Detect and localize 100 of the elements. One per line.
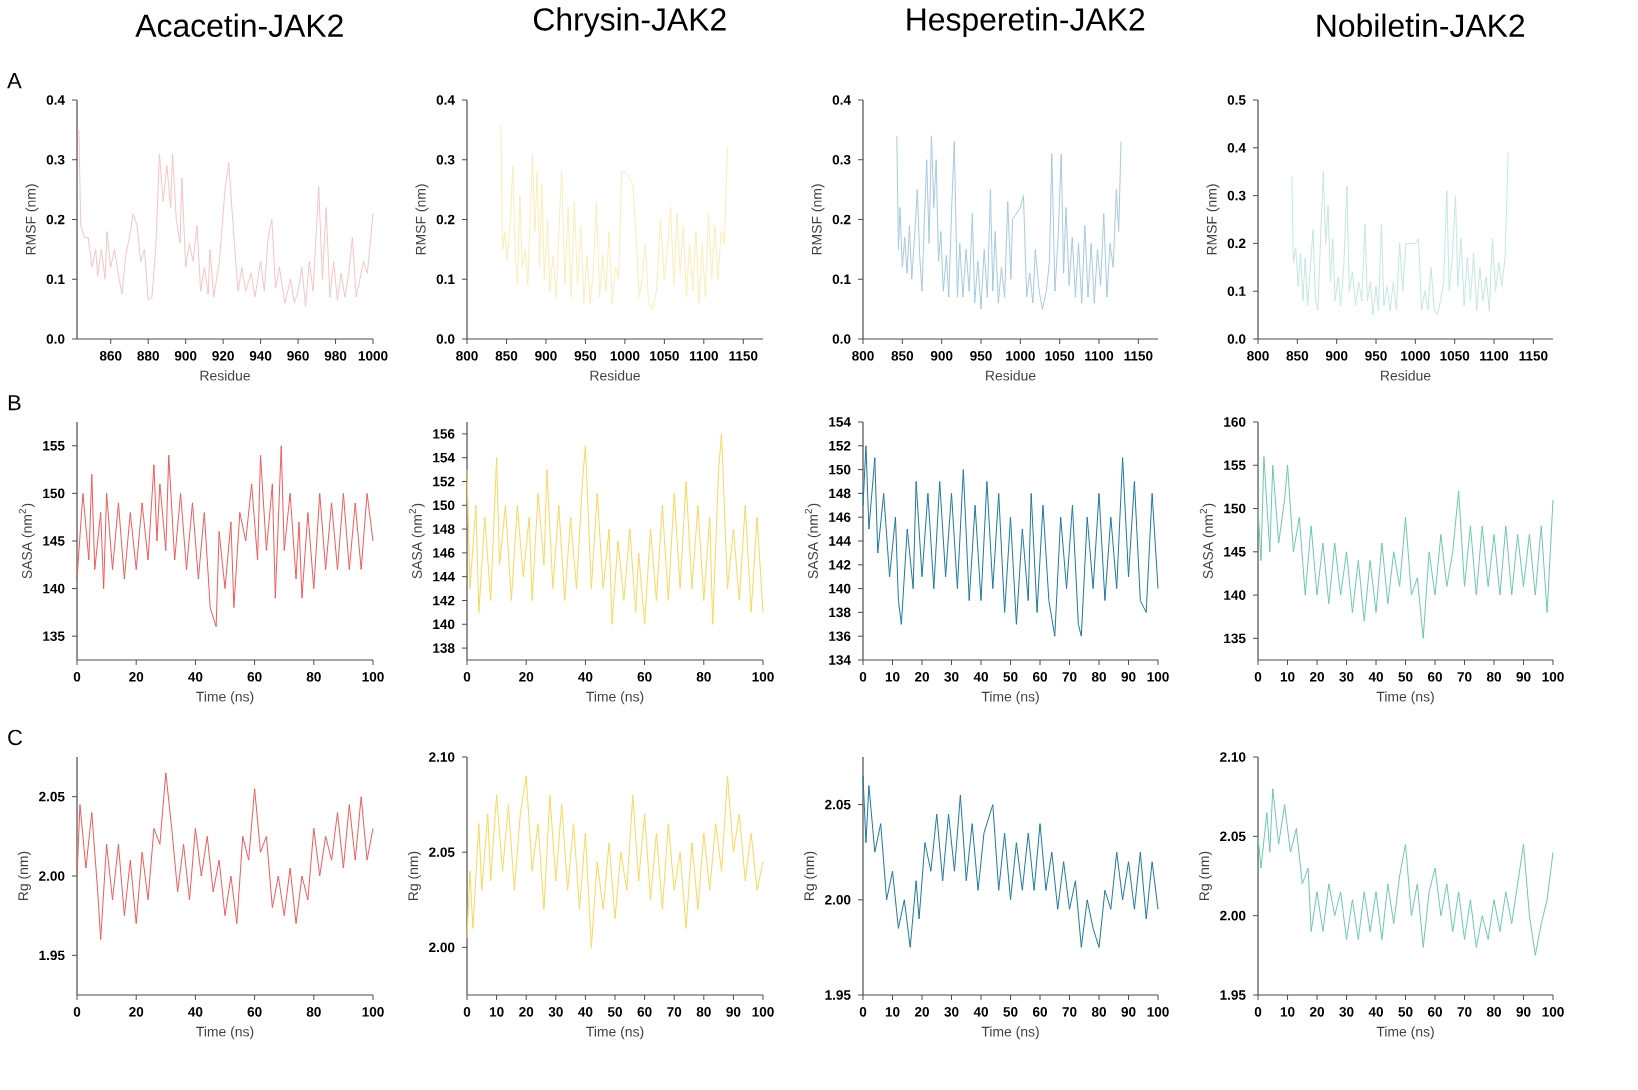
y-tick-label: 2.05 (1220, 831, 1246, 842)
x-axis-title: Time (ns) (586, 691, 644, 705)
x-tick-label: 80 (306, 1007, 321, 1017)
y-tick-label: 2.10 (1220, 752, 1246, 762)
x-tick-label: 60 (247, 672, 262, 682)
y-axis-title: Rg (nm) (1198, 851, 1212, 901)
x-tick-label: 90 (1516, 672, 1531, 682)
x-tick-label: 20 (519, 1007, 534, 1017)
y-tick-label: 146 (433, 548, 455, 558)
y-tick-label: 0.4 (1227, 143, 1246, 153)
x-tick-label: 1100 (1085, 351, 1114, 361)
y-tick-label: 155 (1224, 460, 1246, 470)
y-tick-label: 142 (433, 595, 455, 606)
line-series (1291, 152, 1509, 316)
x-tick-label: 60 (1032, 1007, 1048, 1017)
x-tick-label: 20 (1309, 672, 1325, 682)
x-tick-label: 960 (287, 351, 309, 361)
y-tick-label: 0.4 (46, 95, 65, 105)
x-tick-label: 0 (463, 672, 471, 682)
chart-title: Acacetin-JAK2 (135, 13, 343, 37)
y-tick-label: 0.1 (436, 274, 455, 285)
line-series (862, 775, 1159, 948)
y-tick-label: 145 (43, 536, 65, 546)
x-axis-title: Residue (986, 370, 1036, 381)
y-tick-label: 150 (43, 488, 65, 499)
x-tick-label: 50 (607, 1007, 622, 1017)
y-tick-label: 154 (433, 452, 455, 463)
x-tick-label: 950 (970, 351, 992, 361)
x-tick-label: 40 (578, 1007, 593, 1017)
x-tick-label: 900 (1325, 351, 1348, 361)
x-tick-label: 30 (1339, 1007, 1354, 1017)
x-tick-label: 40 (1368, 672, 1384, 682)
y-axis-title: SASA (nm$^{2}$) (804, 503, 821, 579)
x-tick-label: 100 (1147, 1007, 1169, 1017)
x-tick-label: 40 (973, 672, 989, 682)
x-tick-label: 1150 (1124, 351, 1153, 361)
y-tick-label: 2.00 (429, 942, 455, 953)
x-tick-label: 1000 (358, 351, 388, 361)
x-axis-title: Time (ns) (1376, 691, 1434, 705)
y-axis-title: SASA (nm$^{2}$) (1199, 503, 1216, 579)
x-tick-label: 30 (944, 1007, 959, 1017)
x-tick-label: 950 (1365, 351, 1387, 361)
y-tick-label: 0.0 (832, 334, 851, 344)
x-tick-label: 0 (859, 1007, 867, 1017)
x-tick-label: 1050 (1440, 351, 1470, 361)
x-tick-label: 10 (885, 672, 900, 682)
y-axis-title: RMSF (nm) (1206, 184, 1220, 255)
y-tick-label: 135 (43, 631, 65, 642)
x-tick-label: 70 (1457, 1007, 1472, 1017)
x-tick-label: 50 (1003, 672, 1018, 682)
y-tick-label: 2.05 (429, 847, 455, 857)
x-tick-label: 0 (1254, 1007, 1262, 1017)
x-tick-label: 1050 (650, 351, 679, 361)
chart-title: Chrysin-JAK2 (533, 7, 726, 38)
x-tick-label: 10 (1280, 672, 1295, 682)
x-tick-label: 850 (891, 351, 914, 361)
line-series (466, 775, 764, 948)
x-tick-label: 0 (859, 672, 867, 682)
x-tick-label: 90 (1121, 672, 1136, 682)
x-axis-title: Time (ns) (1376, 1026, 1434, 1040)
x-tick-label: 40 (578, 672, 593, 682)
y-axis-title: Rg (nm) (407, 851, 421, 901)
x-tick-label: 80 (1486, 1007, 1502, 1017)
x-tick-label: 30 (548, 1007, 563, 1017)
x-tick-label: 950 (574, 351, 597, 361)
x-tick-label: 80 (696, 1007, 711, 1017)
y-tick-label: 0.1 (46, 274, 65, 285)
x-axis-title: Residue (1381, 370, 1431, 381)
line-series (466, 433, 764, 625)
y-axis-title: RMSF (nm) (811, 184, 825, 255)
y-tick-label: 0.4 (832, 95, 851, 105)
x-tick-label: 10 (489, 1007, 504, 1017)
x-tick-label: 920 (212, 351, 234, 361)
y-tick-label: 144 (433, 572, 455, 582)
y-axis-title: SASA (nm$^{2}$) (18, 503, 35, 579)
y-tick-label: 0.4 (436, 95, 455, 105)
x-tick-label: 20 (129, 672, 144, 682)
x-tick-label: 1100 (689, 351, 718, 361)
y-tick-label: 0.0 (436, 334, 455, 344)
y-tick-label: 0.0 (1227, 334, 1246, 344)
x-axis-title: Residue (590, 370, 640, 381)
x-tick-label: 60 (247, 1007, 262, 1017)
y-tick-label: 2.05 (39, 791, 65, 802)
y-tick-label: 150 (829, 464, 851, 475)
x-tick-label: 60 (637, 672, 652, 682)
x-tick-label: 800 (1247, 351, 1269, 361)
y-tick-label: 0.1 (1227, 286, 1246, 296)
y-tick-label: 156 (433, 429, 455, 439)
x-axis-title: Time (ns) (586, 1026, 644, 1040)
line-series (1257, 788, 1554, 956)
x-tick-label: 100 (752, 672, 774, 682)
x-axis-title: Residue (200, 370, 250, 381)
x-tick-label: 20 (914, 1007, 930, 1017)
x-tick-label: 100 (1147, 672, 1169, 682)
y-tick-label: 0.2 (46, 214, 65, 225)
y-tick-label: 150 (433, 500, 455, 511)
x-tick-label: 20 (129, 1007, 144, 1017)
x-tick-label: 940 (249, 351, 272, 361)
x-tick-label: 0 (1254, 672, 1262, 682)
x-tick-label: 1150 (729, 351, 758, 361)
